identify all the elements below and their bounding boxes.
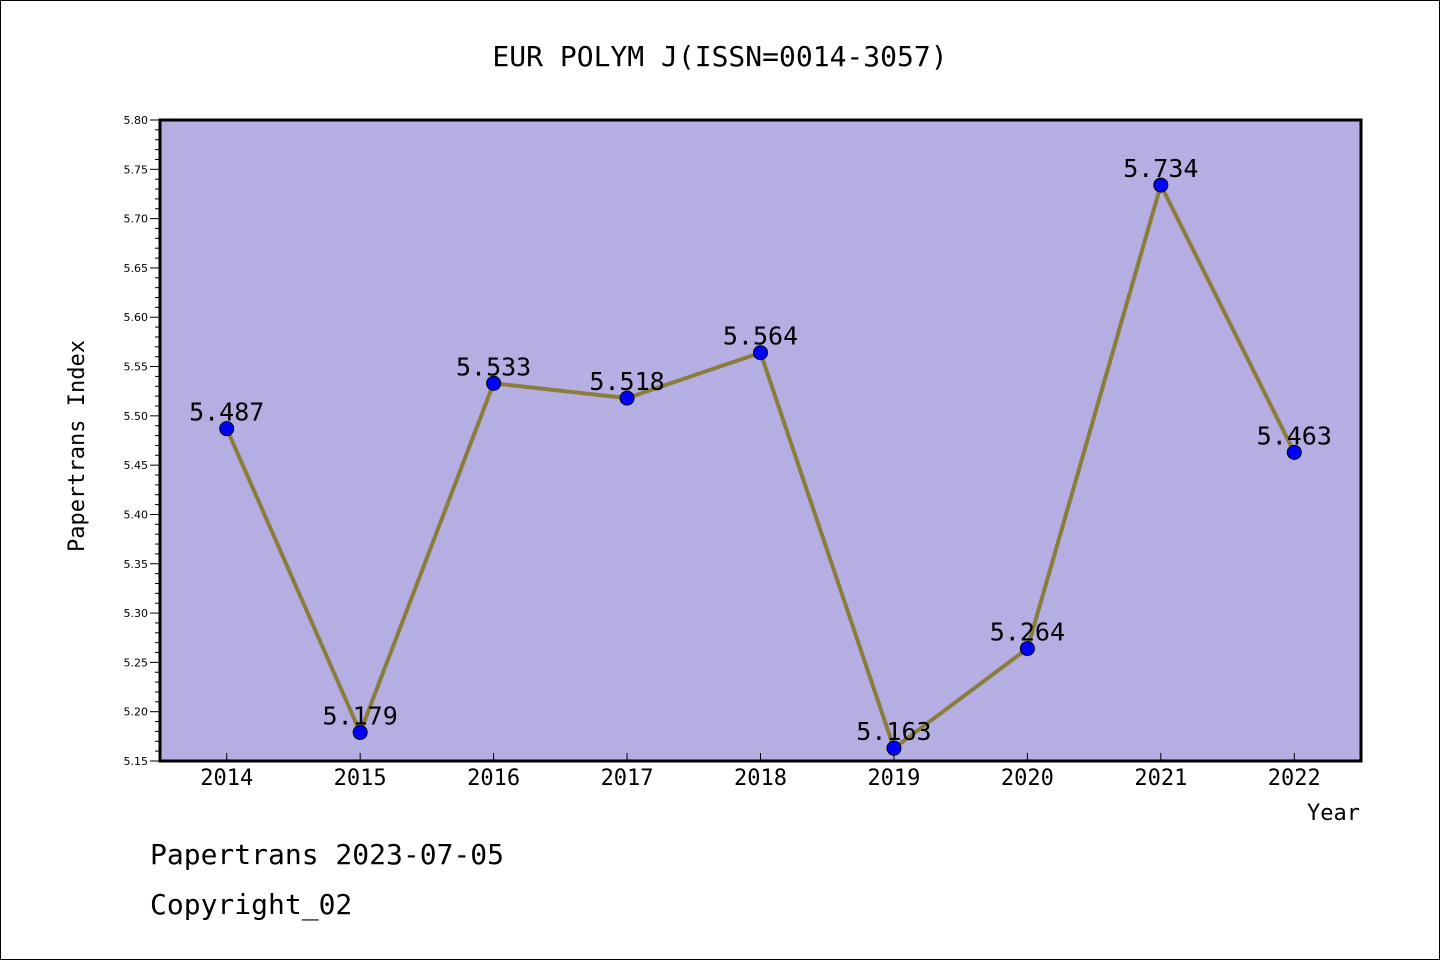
- y-tick-label: 5.20: [124, 706, 149, 719]
- data-point: [1286, 444, 1302, 460]
- data-point: [1153, 177, 1169, 193]
- data-label: 5.533: [456, 352, 531, 381]
- footer-date: Papertrans 2023-07-05: [150, 838, 504, 871]
- data-label: 5.734: [1123, 154, 1198, 183]
- x-axis-label: Year: [1307, 801, 1360, 826]
- y-tick-label: 5.30: [124, 607, 149, 620]
- data-label: 5.487: [189, 398, 264, 427]
- data-point: [886, 740, 902, 756]
- y-tick-label: 5.55: [124, 361, 149, 374]
- data-label: 5.264: [990, 618, 1065, 647]
- x-tick-label: 2020: [1001, 766, 1054, 791]
- data-markers: [219, 177, 1302, 756]
- data-label: 5.518: [589, 367, 664, 396]
- y-tick-label: 5.45: [124, 459, 149, 472]
- x-axis: 2014 2015 2016 2017 2018 2019 2020 2021 2022: [200, 753, 1321, 791]
- data-labels: 5.487 5.179 5.533 5.518 5.564 5.163 5.264 5.734…: [189, 154, 1332, 746]
- y-tick-label: 5.80: [124, 114, 149, 127]
- y-tick-label: 5.35: [124, 558, 149, 571]
- chart-title: EUR POLYM J(ISSN=0014-3057): [492, 40, 947, 73]
- y-tick-label: 5.15: [124, 755, 149, 768]
- x-tick-label: 2014: [200, 766, 253, 791]
- data-label: 5.163: [856, 717, 931, 746]
- data-label: 5.564: [723, 322, 798, 351]
- x-tick-label: 2022: [1268, 766, 1321, 791]
- data-point: [219, 421, 235, 437]
- y-axis: 5.15 5.20 5.25 5.30 5.35 5.40 5.45 5.50 5.55 5.60…: [124, 114, 161, 768]
- data-point: [1019, 641, 1035, 657]
- y-tick-label: 5.65: [124, 262, 149, 275]
- y-tick-label: 5.50: [124, 410, 149, 423]
- plot-area: [158, 118, 1363, 763]
- data-point: [486, 375, 502, 391]
- x-tick-label: 2017: [601, 766, 654, 791]
- y-tick-label: 5.60: [124, 311, 149, 324]
- y-tick-label: 5.75: [124, 163, 149, 176]
- x-tick-label: 2015: [334, 766, 387, 791]
- x-tick-label: 2016: [467, 766, 520, 791]
- data-point: [352, 724, 368, 740]
- x-tick-label: 2021: [1134, 766, 1187, 791]
- footer-copyright: Copyright_02: [150, 888, 352, 922]
- x-tick-label: 2019: [867, 766, 920, 791]
- data-label: 5.179: [323, 701, 398, 730]
- x-tick-label: 2018: [734, 766, 787, 791]
- data-label: 5.463: [1257, 421, 1332, 450]
- data-point: [619, 390, 635, 406]
- y-tick-label: 5.25: [124, 656, 149, 669]
- y-tick-label: 5.70: [124, 213, 149, 226]
- data-point: [753, 345, 768, 361]
- y-axis-label: Papertrans Index: [65, 340, 90, 552]
- y-tick-label: 5.40: [124, 508, 149, 521]
